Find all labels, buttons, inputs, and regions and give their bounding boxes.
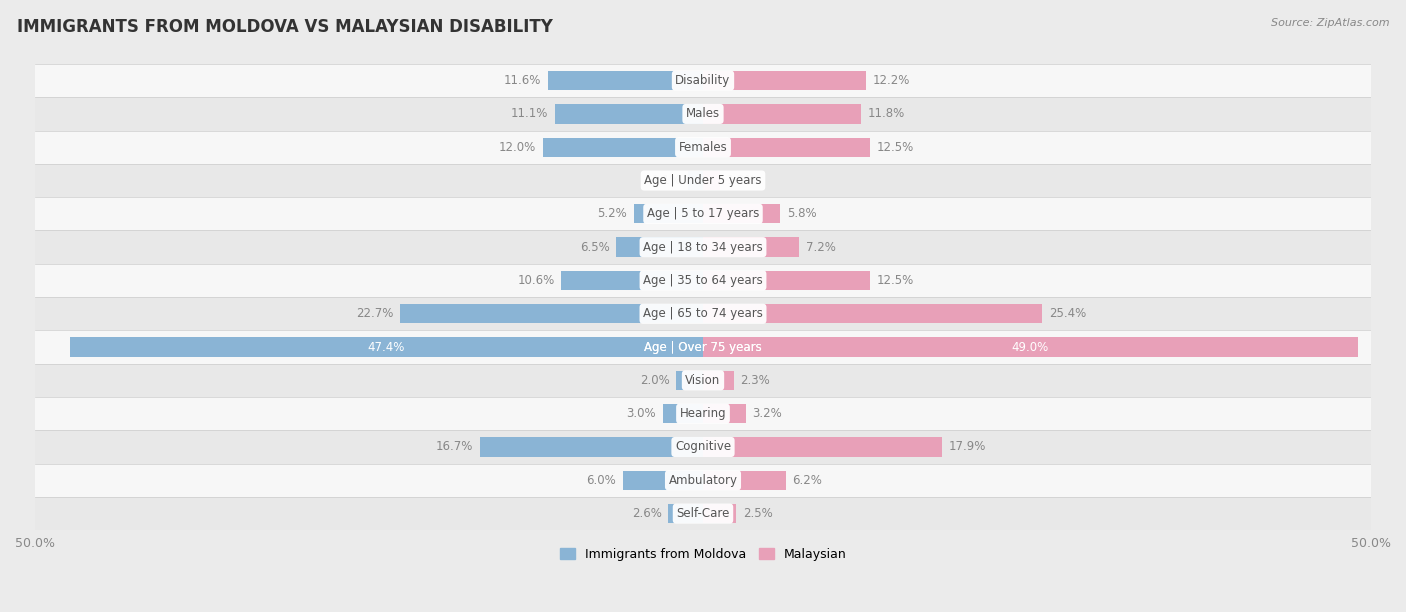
Text: Females: Females xyxy=(679,141,727,154)
Text: 17.9%: 17.9% xyxy=(949,441,986,453)
Text: 10.6%: 10.6% xyxy=(517,274,555,287)
Text: IMMIGRANTS FROM MOLDOVA VS MALAYSIAN DISABILITY: IMMIGRANTS FROM MOLDOVA VS MALAYSIAN DIS… xyxy=(17,18,553,36)
Text: 6.0%: 6.0% xyxy=(586,474,616,487)
Text: Source: ZipAtlas.com: Source: ZipAtlas.com xyxy=(1271,18,1389,28)
Text: 47.4%: 47.4% xyxy=(368,340,405,354)
Bar xyxy=(703,404,745,424)
Text: Age | Over 75 years: Age | Over 75 years xyxy=(644,340,762,354)
Text: 11.1%: 11.1% xyxy=(510,108,548,121)
Text: 6.2%: 6.2% xyxy=(793,474,823,487)
Bar xyxy=(555,104,703,124)
Bar xyxy=(703,71,866,91)
Bar xyxy=(399,304,703,323)
Bar xyxy=(35,397,1371,430)
Bar xyxy=(35,330,1371,364)
Bar xyxy=(543,138,703,157)
Bar xyxy=(634,204,703,223)
Text: 5.8%: 5.8% xyxy=(787,207,817,220)
Text: Disability: Disability xyxy=(675,74,731,87)
Bar xyxy=(35,197,1371,231)
Bar xyxy=(35,130,1371,164)
Bar xyxy=(703,438,942,457)
Bar xyxy=(703,271,870,290)
Bar xyxy=(703,237,799,257)
Bar xyxy=(35,164,1371,197)
Bar xyxy=(35,297,1371,330)
Bar xyxy=(561,271,703,290)
Text: 5.2%: 5.2% xyxy=(598,207,627,220)
Text: Age | 5 to 17 years: Age | 5 to 17 years xyxy=(647,207,759,220)
Text: Age | 35 to 64 years: Age | 35 to 64 years xyxy=(643,274,763,287)
Text: 11.8%: 11.8% xyxy=(868,108,904,121)
Text: 49.0%: 49.0% xyxy=(1012,340,1049,354)
Text: Males: Males xyxy=(686,108,720,121)
Text: Hearing: Hearing xyxy=(679,407,727,420)
Bar xyxy=(35,497,1371,530)
Text: 3.0%: 3.0% xyxy=(627,407,657,420)
Text: 1.1%: 1.1% xyxy=(652,174,682,187)
Legend: Immigrants from Moldova, Malaysian: Immigrants from Moldova, Malaysian xyxy=(555,543,851,566)
Bar xyxy=(479,438,703,457)
Bar xyxy=(70,337,703,357)
Bar xyxy=(703,171,720,190)
Text: Age | 18 to 34 years: Age | 18 to 34 years xyxy=(643,241,763,253)
Bar xyxy=(623,471,703,490)
Bar xyxy=(616,237,703,257)
Bar xyxy=(703,504,737,523)
Bar xyxy=(668,504,703,523)
Bar xyxy=(35,430,1371,464)
Text: 11.6%: 11.6% xyxy=(503,74,541,87)
Text: 12.5%: 12.5% xyxy=(877,141,914,154)
Bar xyxy=(35,231,1371,264)
Text: Vision: Vision xyxy=(685,374,721,387)
Text: 7.2%: 7.2% xyxy=(806,241,835,253)
Bar xyxy=(662,404,703,424)
Text: 1.3%: 1.3% xyxy=(727,174,756,187)
Text: 12.0%: 12.0% xyxy=(499,141,536,154)
Text: Age | Under 5 years: Age | Under 5 years xyxy=(644,174,762,187)
Bar xyxy=(703,204,780,223)
Text: 12.5%: 12.5% xyxy=(877,274,914,287)
Bar xyxy=(548,71,703,91)
Text: 25.4%: 25.4% xyxy=(1049,307,1087,320)
Text: 2.3%: 2.3% xyxy=(741,374,770,387)
Text: 6.5%: 6.5% xyxy=(579,241,609,253)
Text: 2.0%: 2.0% xyxy=(640,374,669,387)
Bar xyxy=(35,264,1371,297)
Bar xyxy=(703,371,734,390)
Text: Age | 65 to 74 years: Age | 65 to 74 years xyxy=(643,307,763,320)
Bar xyxy=(703,304,1042,323)
Bar xyxy=(676,371,703,390)
Text: 3.2%: 3.2% xyxy=(752,407,782,420)
Text: 2.5%: 2.5% xyxy=(744,507,773,520)
Bar xyxy=(35,364,1371,397)
Text: 2.6%: 2.6% xyxy=(631,507,662,520)
Text: Ambulatory: Ambulatory xyxy=(668,474,738,487)
Bar xyxy=(35,464,1371,497)
Bar xyxy=(689,171,703,190)
Text: 12.2%: 12.2% xyxy=(873,74,910,87)
Bar xyxy=(35,97,1371,130)
Bar xyxy=(703,471,786,490)
Text: 16.7%: 16.7% xyxy=(436,441,474,453)
Bar xyxy=(35,64,1371,97)
Text: Age | Over 75 years: Age | Over 75 years xyxy=(644,340,762,354)
Text: Self-Care: Self-Care xyxy=(676,507,730,520)
Text: 22.7%: 22.7% xyxy=(356,307,394,320)
Bar xyxy=(703,337,1358,357)
Text: Cognitive: Cognitive xyxy=(675,441,731,453)
Bar xyxy=(703,104,860,124)
Bar xyxy=(703,138,870,157)
